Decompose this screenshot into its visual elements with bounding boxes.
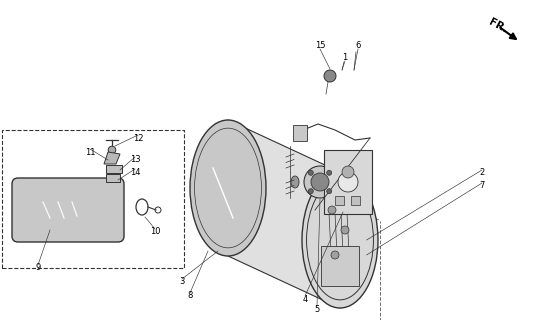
Ellipse shape bbox=[190, 120, 266, 256]
Polygon shape bbox=[104, 152, 120, 164]
Text: 9: 9 bbox=[35, 263, 41, 273]
FancyBboxPatch shape bbox=[335, 196, 345, 204]
Text: 7: 7 bbox=[479, 180, 485, 189]
Text: 11: 11 bbox=[85, 148, 95, 156]
Ellipse shape bbox=[328, 206, 336, 214]
FancyBboxPatch shape bbox=[12, 178, 124, 242]
Ellipse shape bbox=[309, 170, 313, 175]
Polygon shape bbox=[228, 120, 340, 308]
Ellipse shape bbox=[309, 189, 313, 194]
Ellipse shape bbox=[304, 166, 336, 198]
Ellipse shape bbox=[327, 170, 332, 175]
Ellipse shape bbox=[302, 172, 378, 308]
Polygon shape bbox=[106, 165, 122, 173]
FancyBboxPatch shape bbox=[324, 150, 372, 214]
Ellipse shape bbox=[324, 70, 336, 82]
Ellipse shape bbox=[331, 251, 339, 259]
Text: 4: 4 bbox=[302, 295, 307, 305]
Text: 8: 8 bbox=[187, 292, 193, 300]
Bar bbox=[2, 130, 184, 268]
Text: 5: 5 bbox=[315, 306, 320, 315]
Ellipse shape bbox=[108, 146, 116, 154]
Ellipse shape bbox=[342, 166, 354, 178]
FancyBboxPatch shape bbox=[293, 125, 307, 141]
Text: 2: 2 bbox=[479, 167, 485, 177]
Polygon shape bbox=[106, 174, 120, 182]
Text: 14: 14 bbox=[130, 167, 140, 177]
Text: 15: 15 bbox=[315, 42, 325, 51]
Ellipse shape bbox=[327, 189, 332, 194]
Ellipse shape bbox=[341, 226, 349, 234]
Ellipse shape bbox=[338, 172, 358, 192]
Text: 12: 12 bbox=[133, 133, 143, 142]
Text: FR.: FR. bbox=[487, 17, 509, 35]
Text: 13: 13 bbox=[130, 156, 141, 164]
Text: 3: 3 bbox=[180, 277, 184, 286]
Text: 6: 6 bbox=[355, 42, 361, 51]
Ellipse shape bbox=[291, 176, 299, 188]
FancyBboxPatch shape bbox=[321, 246, 359, 286]
Ellipse shape bbox=[311, 173, 329, 191]
FancyBboxPatch shape bbox=[351, 196, 361, 204]
Text: 1: 1 bbox=[343, 53, 348, 62]
Text: 10: 10 bbox=[150, 228, 160, 236]
